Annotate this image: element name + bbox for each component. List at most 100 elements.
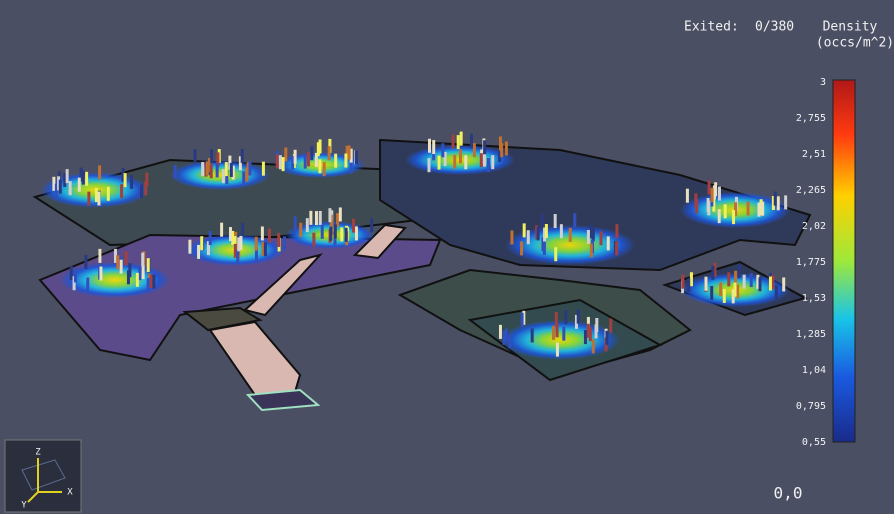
occupant [714,182,718,197]
occupant [303,154,307,169]
occupant [106,186,110,201]
occupant [599,231,603,246]
occupant [149,274,153,289]
occupant [98,248,102,263]
colorbar-tick-label: 3 [820,77,826,88]
colorbar-tick-label: 1,04 [802,365,826,376]
occupant [757,202,761,217]
colorbar-tick-label: 2,755 [796,113,826,124]
occupant [293,149,297,164]
occupant [354,226,358,241]
occupant [432,140,436,155]
occupant [328,208,332,223]
occupant [774,285,778,300]
occupant [522,310,526,325]
occupant [595,317,599,332]
occupant [245,167,249,182]
occupant [710,285,714,300]
occupant [305,218,309,233]
occupant [498,147,502,162]
occupant [63,173,67,188]
crowds [40,131,790,360]
occupant [543,227,547,242]
occupant [328,138,332,153]
occupant [81,170,85,185]
occupant [314,152,318,167]
occupant [220,222,224,237]
occupant [345,145,349,160]
occupant [314,211,318,226]
occupant [116,255,120,270]
occupant [130,174,134,189]
occupant [758,277,762,292]
occupant [224,162,228,177]
occupant [504,141,508,156]
occupant [254,236,258,251]
occupant [712,197,716,212]
occupant [615,241,619,256]
occupant [58,179,62,194]
occupant [586,323,590,338]
occupant [784,195,788,210]
occupant [456,135,460,150]
occupant [479,153,483,168]
occupant [609,318,613,333]
occupant [120,184,124,199]
occupant [352,218,356,233]
occupant [756,274,760,289]
occupant [94,187,98,202]
occupant [508,334,512,349]
occupant [491,155,495,170]
occupant [437,155,441,170]
occupant [233,236,237,251]
occupant [215,163,219,178]
occupant [723,204,727,219]
occupant [685,188,689,203]
occupant [322,162,326,177]
occupant [77,177,81,192]
colorbar-tick-label: 1,53 [802,293,826,304]
occupant [237,237,241,252]
occupant [146,278,150,293]
occupant [502,330,506,345]
colorbar-tick-label: 0,795 [796,401,826,412]
occupant [544,223,548,238]
occupant [536,226,540,241]
occupant [126,270,130,285]
axis-x: X [67,488,73,498]
colorbar-tick-label: 1,775 [796,257,826,268]
occupant [443,151,447,166]
exited-label: Exited: [684,20,739,35]
occupant [135,272,139,287]
occupant [615,224,619,239]
occupant [197,244,201,259]
occupant [333,231,337,246]
occupant [261,161,265,176]
occupant [555,323,559,338]
occupant [347,145,351,160]
colorbar-tick-label: 0,55 [802,437,826,448]
occupant [773,191,777,206]
occupant [144,181,148,196]
occupant [99,266,103,281]
occupant [589,243,593,258]
occupant [370,218,374,233]
colorbar-tick-label: 2,02 [802,221,826,232]
occupant [193,149,197,164]
occupant [486,158,490,173]
occupant [229,162,233,177]
occupant [441,143,445,158]
occupant [145,172,149,187]
occupant [472,143,476,158]
occupant [520,241,524,256]
occupant [552,325,556,340]
occupant [713,262,717,277]
occupant [52,176,56,191]
axis-z: Z [35,448,41,458]
occupant [216,152,220,167]
occupant [141,252,145,267]
occupant [334,153,338,168]
occupant [87,191,91,206]
occupant [719,282,723,297]
